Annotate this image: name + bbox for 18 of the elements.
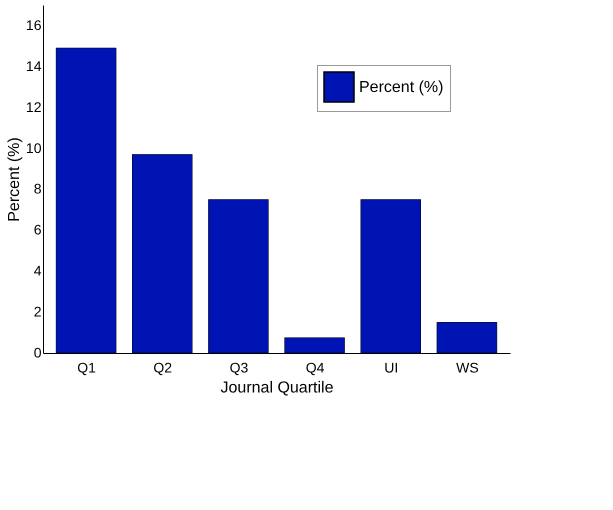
y-tick-label: 10 [26,140,42,156]
y-tick-label: 6 [34,222,42,238]
x-tick-label: Q1 [77,360,96,376]
x-tick-label: UI [384,360,398,376]
y-tick-label: 16 [26,16,42,33]
y-tick-label: 4 [34,262,42,279]
y-tick-label: 14 [26,58,42,74]
y-tick-label: 2 [34,304,42,320]
x-tick-label: Q4 [306,360,325,376]
x-tick-label: WS [456,360,479,376]
x-tick-label: Q2 [153,360,172,376]
y-tick-label: 12 [26,98,42,115]
x-axis-title: Journal Quartile [220,380,334,396]
y-axis-title: Percent (%) [6,137,23,222]
legend-label: Percent (%) [359,79,444,96]
y-tick-label: 0 [34,344,42,360]
y-tick-label: 8 [34,180,42,197]
x-tick-label: Q3 [230,360,248,376]
